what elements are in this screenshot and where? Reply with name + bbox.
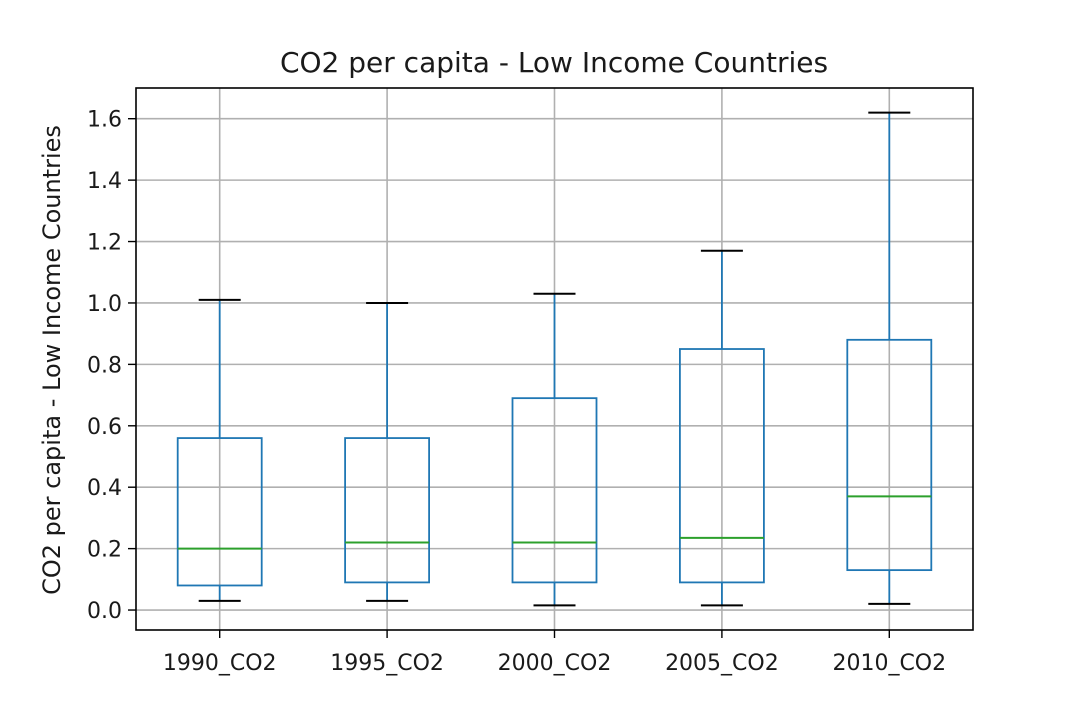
x-tick-label: 2000_CO2 xyxy=(498,651,612,676)
y-tick-label: 1.0 xyxy=(87,292,122,317)
iqr-box xyxy=(511,397,598,584)
box-group xyxy=(511,292,598,607)
y-axis-label: CO2 per capita - Low Income Countries xyxy=(38,125,66,595)
y-tick-label: 0.6 xyxy=(87,415,122,440)
y-tick-label: 0.8 xyxy=(87,353,122,378)
box-group xyxy=(176,298,263,602)
iqr-box xyxy=(846,338,933,572)
box-group xyxy=(679,249,765,607)
y-tick-label: 0.2 xyxy=(87,538,122,563)
y-tick-label: 1.2 xyxy=(87,231,122,256)
iqr-box xyxy=(176,437,263,587)
iqr-box xyxy=(679,348,765,584)
y-axis-ticks: 0.0 0.2 0.4 0.6 0.8 1.0 1.2 1.4 1.6 xyxy=(87,108,136,624)
y-tick-label: 0.0 xyxy=(87,599,122,624)
x-tick-label: 2010_CO2 xyxy=(832,651,946,676)
boxes xyxy=(176,111,933,607)
box-group xyxy=(344,301,431,602)
x-tick-label: 2005_CO2 xyxy=(665,651,779,676)
x-axis-ticks: 1990_CO2 1995_CO2 2000_CO2 2005_CO2 2010_CO2 xyxy=(163,630,946,676)
x-tick-label: 1990_CO2 xyxy=(163,651,277,676)
x-tick-label: 1995_CO2 xyxy=(330,651,444,676)
chart-title: CO2 per capita - Low Income Countries xyxy=(280,46,828,79)
iqr-box xyxy=(344,437,431,584)
y-tick-label: 1.4 xyxy=(87,169,122,194)
y-tick-label: 1.6 xyxy=(87,108,122,133)
y-tick-label: 0.4 xyxy=(87,476,122,501)
box-group xyxy=(846,111,933,605)
